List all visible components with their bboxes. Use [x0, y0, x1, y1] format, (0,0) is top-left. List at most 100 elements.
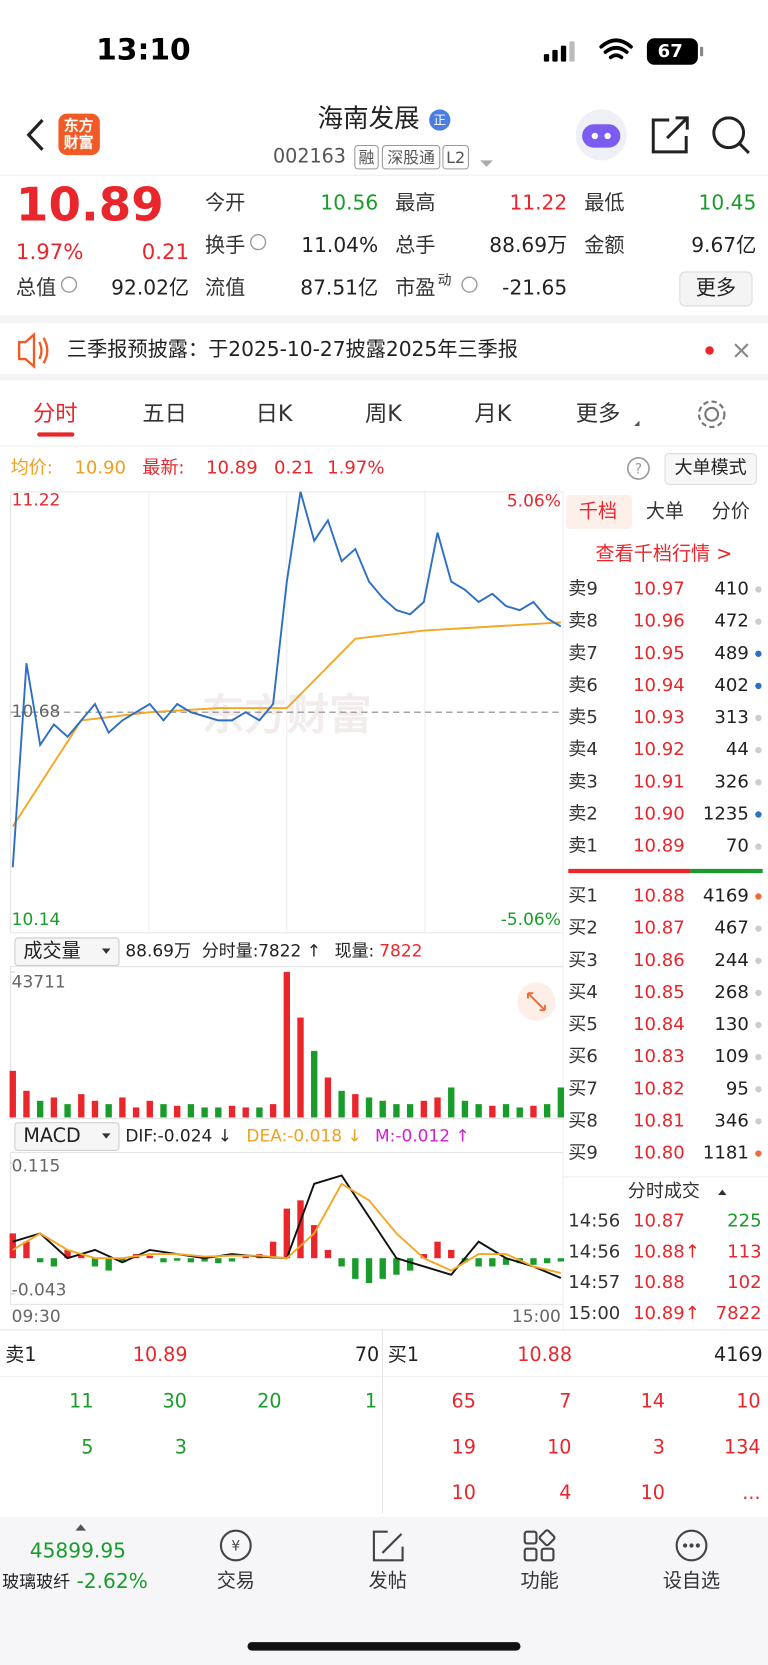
book-level: 买6 [568, 1046, 598, 1067]
field-label: 今开 [205, 190, 245, 214]
bid-order: 4 [559, 1481, 571, 1504]
y-tick-label: 10.14 [12, 910, 61, 930]
expand-button[interactable] [517, 982, 556, 1021]
period-tab[interactable]: 日K [256, 401, 294, 427]
bid-order: 19 [452, 1435, 476, 1458]
price-line [11, 491, 562, 868]
book-level: 卖7 [568, 643, 598, 664]
period-tab[interactable]: 更多 [576, 401, 621, 427]
book-price: 10.92 [633, 739, 685, 760]
book-tab[interactable]: 大单 [646, 499, 684, 522]
period-tab[interactable]: 月K [474, 401, 512, 427]
macd-bar [311, 1225, 318, 1259]
home-indicator [247, 1642, 521, 1651]
macd-bar [393, 1258, 400, 1275]
volume-bar [160, 1104, 167, 1118]
macd-selector[interactable] [14, 1122, 120, 1151]
field-value: 92.02亿 [111, 275, 189, 299]
nav-label[interactable]: 发帖 [369, 1569, 407, 1592]
macd-bar [91, 1258, 99, 1267]
latest-change: 0.21 [274, 457, 314, 478]
y-tick-label: 0.115 [12, 1156, 61, 1176]
bid-order: 14 [641, 1390, 665, 1413]
book-price: 10.81 [633, 1110, 685, 1131]
settings-button[interactable] [697, 400, 726, 429]
divider [0, 315, 768, 323]
volume-bar [256, 1107, 263, 1118]
nav-icons [219, 1529, 708, 1562]
field-value: 11.04% [301, 233, 378, 257]
field-label-sup: 动 [438, 272, 452, 288]
book-dot [755, 1053, 762, 1061]
mode-label[interactable]: 大单模式 [675, 457, 747, 478]
book-price: 10.97 [633, 579, 685, 600]
nav-label[interactable]: 交易 [217, 1569, 255, 1592]
volume-selector[interactable] [14, 937, 120, 967]
volume-bar [174, 1105, 181, 1118]
info-icon [461, 276, 478, 293]
volume-bar [393, 1104, 400, 1118]
avg-label: 均价: [11, 457, 53, 478]
trade-price: 10.89↑ [633, 1303, 700, 1324]
macd-bar [379, 1258, 386, 1279]
help-icon[interactable]: ? [626, 457, 650, 480]
expand-index[interactable] [75, 1524, 87, 1531]
selector-arrow [101, 1133, 111, 1139]
stock-code: 002163 [273, 145, 346, 168]
book-link[interactable]: 查看千档行情 > [596, 542, 733, 565]
book-tab[interactable]: 千档 [579, 499, 617, 522]
macd-bar [160, 1258, 167, 1263]
volume-bar [269, 1104, 277, 1118]
tag-box [442, 144, 469, 170]
nav-label[interactable]: 功能 [520, 1569, 558, 1592]
macd-bar [174, 1258, 181, 1261]
book-volume: 70 [726, 836, 749, 857]
field-value: 11.22 [509, 190, 567, 214]
y-tick-label: 11.22 [12, 490, 61, 510]
tab-indicator [37, 432, 75, 437]
macd-bar [201, 1258, 208, 1262]
volume-bar [379, 1100, 386, 1118]
volume-bar [530, 1105, 537, 1118]
trade-volume: 113 [727, 1241, 761, 1262]
book-dot [755, 650, 762, 657]
share-button[interactable] [651, 116, 689, 154]
back-button[interactable] [26, 118, 44, 151]
more-button[interactable] [679, 271, 753, 307]
nav-icon-glyph: ¥ [231, 1539, 240, 1555]
ask-order: 3 [175, 1435, 187, 1458]
macd-bar [215, 1258, 222, 1264]
book-level: 卖1 [568, 836, 598, 857]
book-level: 买5 [568, 1014, 598, 1035]
info-icon [250, 234, 267, 251]
volume-bar [461, 1100, 469, 1118]
volume-bar [228, 1105, 236, 1118]
book-volume: 1235 [703, 803, 749, 824]
dropdown[interactable] [480, 160, 493, 167]
period-tab[interactable]: 周K [365, 401, 403, 427]
latest-value: 10.89 [206, 457, 258, 478]
volume-bar [50, 1097, 58, 1118]
book-tab[interactable]: 分价 [712, 499, 750, 522]
mode-button[interactable] [664, 453, 757, 485]
period-tab[interactable]: 分时 [33, 401, 78, 427]
notice-text[interactable]: 三季报预披露：于2025-10-27披露2025年三季报 [67, 337, 518, 361]
period-tab[interactable]: 五日 [142, 401, 187, 427]
robot-avatar[interactable] [575, 109, 627, 161]
ask-order: 1 [365, 1390, 377, 1413]
index-value: 45899.95 [30, 1538, 126, 1562]
volume-bar [78, 1094, 85, 1118]
volume-bar [489, 1105, 496, 1118]
book-volume: 313 [714, 707, 748, 728]
nav-label[interactable]: 设自选 [663, 1569, 720, 1592]
close-button[interactable] [734, 343, 749, 358]
book-price: 10.88 [633, 885, 685, 906]
macd-bar [489, 1258, 496, 1267]
macd-bar [9, 1233, 16, 1259]
volume-bar [9, 1070, 16, 1118]
trades-title: 分时成交 [628, 1181, 700, 1202]
book-price: 10.87 [633, 918, 685, 939]
search-button[interactable] [712, 116, 750, 155]
